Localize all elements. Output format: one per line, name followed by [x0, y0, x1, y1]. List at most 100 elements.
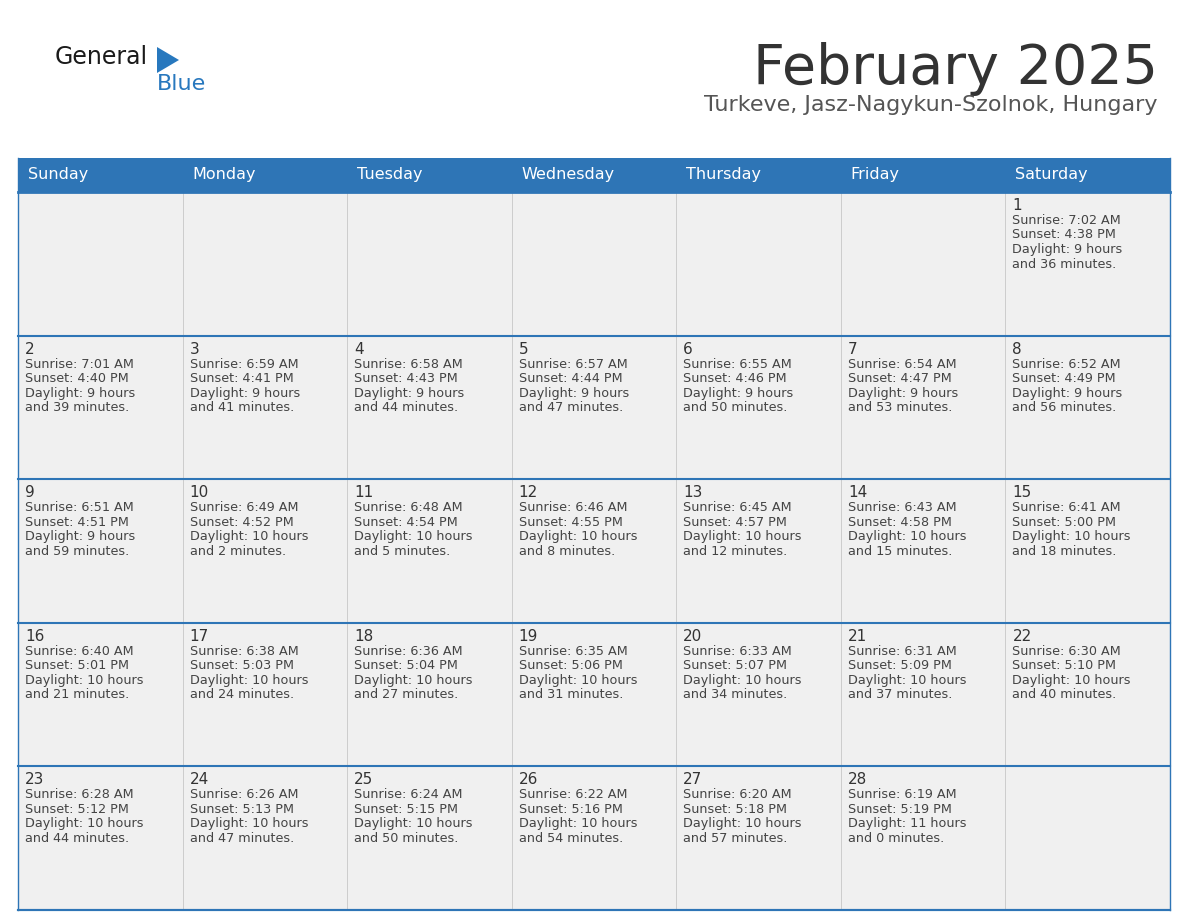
- Text: Sunset: 5:16 PM: Sunset: 5:16 PM: [519, 803, 623, 816]
- Text: Sunset: 4:54 PM: Sunset: 4:54 PM: [354, 516, 457, 529]
- Text: Sunrise: 6:55 AM: Sunrise: 6:55 AM: [683, 358, 792, 371]
- Text: Monday: Monday: [192, 167, 257, 183]
- Text: 25: 25: [354, 772, 373, 788]
- Bar: [18, 479, 1170, 622]
- Text: Daylight: 9 hours: Daylight: 9 hours: [25, 531, 135, 543]
- Text: Daylight: 10 hours: Daylight: 10 hours: [190, 531, 308, 543]
- Text: 11: 11: [354, 486, 373, 500]
- Text: Sunset: 4:52 PM: Sunset: 4:52 PM: [190, 516, 293, 529]
- Text: and 50 minutes.: and 50 minutes.: [354, 832, 459, 845]
- Text: Daylight: 10 hours: Daylight: 10 hours: [25, 817, 144, 831]
- Text: 22: 22: [1012, 629, 1031, 644]
- Text: 17: 17: [190, 629, 209, 644]
- Text: and 57 minutes.: and 57 minutes.: [683, 832, 788, 845]
- Text: and 34 minutes.: and 34 minutes.: [683, 688, 788, 701]
- Text: and 44 minutes.: and 44 minutes.: [354, 401, 459, 414]
- Text: Sunrise: 6:54 AM: Sunrise: 6:54 AM: [848, 358, 956, 371]
- Text: and 24 minutes.: and 24 minutes.: [190, 688, 293, 701]
- Text: General: General: [55, 45, 148, 69]
- Text: Sunrise: 6:52 AM: Sunrise: 6:52 AM: [1012, 358, 1121, 371]
- Text: Sunrise: 6:43 AM: Sunrise: 6:43 AM: [848, 501, 956, 514]
- Text: Daylight: 9 hours: Daylight: 9 hours: [848, 386, 958, 399]
- Text: Sunrise: 6:57 AM: Sunrise: 6:57 AM: [519, 358, 627, 371]
- Text: Blue: Blue: [157, 74, 207, 94]
- Text: and 27 minutes.: and 27 minutes.: [354, 688, 459, 701]
- Text: Daylight: 10 hours: Daylight: 10 hours: [190, 674, 308, 687]
- Text: and 41 minutes.: and 41 minutes.: [190, 401, 293, 414]
- Text: Sunset: 5:15 PM: Sunset: 5:15 PM: [354, 803, 459, 816]
- Text: Sunrise: 6:33 AM: Sunrise: 6:33 AM: [683, 644, 792, 658]
- Text: February 2025: February 2025: [753, 42, 1158, 96]
- Text: Sunrise: 6:36 AM: Sunrise: 6:36 AM: [354, 644, 463, 658]
- Text: and 56 minutes.: and 56 minutes.: [1012, 401, 1117, 414]
- Text: 26: 26: [519, 772, 538, 788]
- Text: Sunset: 5:09 PM: Sunset: 5:09 PM: [848, 659, 952, 672]
- Bar: [18, 767, 1170, 910]
- Text: 10: 10: [190, 486, 209, 500]
- Text: 27: 27: [683, 772, 702, 788]
- Text: Daylight: 9 hours: Daylight: 9 hours: [1012, 386, 1123, 399]
- Text: Daylight: 10 hours: Daylight: 10 hours: [1012, 531, 1131, 543]
- Text: Sunrise: 6:49 AM: Sunrise: 6:49 AM: [190, 501, 298, 514]
- Text: Daylight: 10 hours: Daylight: 10 hours: [190, 817, 308, 831]
- Text: Daylight: 11 hours: Daylight: 11 hours: [848, 817, 966, 831]
- Text: Sunset: 4:41 PM: Sunset: 4:41 PM: [190, 372, 293, 385]
- Text: 28: 28: [848, 772, 867, 788]
- Text: 4: 4: [354, 341, 364, 356]
- Text: and 37 minutes.: and 37 minutes.: [848, 688, 953, 701]
- Text: and 40 minutes.: and 40 minutes.: [1012, 688, 1117, 701]
- Text: Sunrise: 6:28 AM: Sunrise: 6:28 AM: [25, 789, 133, 801]
- Text: Sunrise: 6:41 AM: Sunrise: 6:41 AM: [1012, 501, 1121, 514]
- Text: Sunset: 4:57 PM: Sunset: 4:57 PM: [683, 516, 788, 529]
- Text: Thursday: Thursday: [687, 167, 762, 183]
- Text: Daylight: 10 hours: Daylight: 10 hours: [848, 674, 966, 687]
- Text: and 0 minutes.: and 0 minutes.: [848, 832, 944, 845]
- Text: Sunrise: 6:58 AM: Sunrise: 6:58 AM: [354, 358, 463, 371]
- Text: Daylight: 9 hours: Daylight: 9 hours: [354, 386, 465, 399]
- Text: Daylight: 9 hours: Daylight: 9 hours: [1012, 243, 1123, 256]
- Text: 14: 14: [848, 486, 867, 500]
- Bar: [18, 622, 1170, 767]
- Text: Sunrise: 6:59 AM: Sunrise: 6:59 AM: [190, 358, 298, 371]
- Text: Sunrise: 6:48 AM: Sunrise: 6:48 AM: [354, 501, 463, 514]
- Text: 18: 18: [354, 629, 373, 644]
- Text: Sunrise: 6:45 AM: Sunrise: 6:45 AM: [683, 501, 792, 514]
- Text: and 2 minutes.: and 2 minutes.: [190, 544, 285, 558]
- Text: 16: 16: [25, 629, 44, 644]
- Text: Daylight: 10 hours: Daylight: 10 hours: [354, 817, 473, 831]
- Text: Sunset: 4:51 PM: Sunset: 4:51 PM: [25, 516, 128, 529]
- Text: and 53 minutes.: and 53 minutes.: [848, 401, 953, 414]
- Text: Saturday: Saturday: [1016, 167, 1088, 183]
- Text: and 39 minutes.: and 39 minutes.: [25, 401, 129, 414]
- Text: Sunrise: 6:35 AM: Sunrise: 6:35 AM: [519, 644, 627, 658]
- Text: and 59 minutes.: and 59 minutes.: [25, 544, 129, 558]
- Text: 1: 1: [1012, 198, 1022, 213]
- Text: Tuesday: Tuesday: [358, 167, 423, 183]
- Text: Sunset: 5:03 PM: Sunset: 5:03 PM: [190, 659, 293, 672]
- Text: 24: 24: [190, 772, 209, 788]
- Text: Sunrise: 6:22 AM: Sunrise: 6:22 AM: [519, 789, 627, 801]
- Text: 8: 8: [1012, 341, 1022, 356]
- Text: Daylight: 10 hours: Daylight: 10 hours: [1012, 674, 1131, 687]
- Text: Sunset: 5:13 PM: Sunset: 5:13 PM: [190, 803, 293, 816]
- Text: and 50 minutes.: and 50 minutes.: [683, 401, 788, 414]
- Bar: [18, 192, 1170, 336]
- Text: Sunrise: 6:38 AM: Sunrise: 6:38 AM: [190, 644, 298, 658]
- Text: Sunset: 5:07 PM: Sunset: 5:07 PM: [683, 659, 788, 672]
- Text: Daylight: 10 hours: Daylight: 10 hours: [519, 674, 637, 687]
- Text: Sunset: 5:04 PM: Sunset: 5:04 PM: [354, 659, 459, 672]
- Text: Sunrise: 7:01 AM: Sunrise: 7:01 AM: [25, 358, 134, 371]
- Bar: [18, 336, 1170, 479]
- Polygon shape: [157, 47, 179, 73]
- Text: 5: 5: [519, 341, 529, 356]
- Text: Daylight: 10 hours: Daylight: 10 hours: [354, 531, 473, 543]
- Text: Sunrise: 6:51 AM: Sunrise: 6:51 AM: [25, 501, 134, 514]
- Text: and 5 minutes.: and 5 minutes.: [354, 544, 450, 558]
- Text: Sunrise: 6:31 AM: Sunrise: 6:31 AM: [848, 644, 956, 658]
- Text: Sunset: 5:19 PM: Sunset: 5:19 PM: [848, 803, 952, 816]
- Text: Sunrise: 6:19 AM: Sunrise: 6:19 AM: [848, 789, 956, 801]
- Text: and 18 minutes.: and 18 minutes.: [1012, 544, 1117, 558]
- Text: Daylight: 10 hours: Daylight: 10 hours: [683, 817, 802, 831]
- Text: and 15 minutes.: and 15 minutes.: [848, 544, 953, 558]
- Text: Sunrise: 6:46 AM: Sunrise: 6:46 AM: [519, 501, 627, 514]
